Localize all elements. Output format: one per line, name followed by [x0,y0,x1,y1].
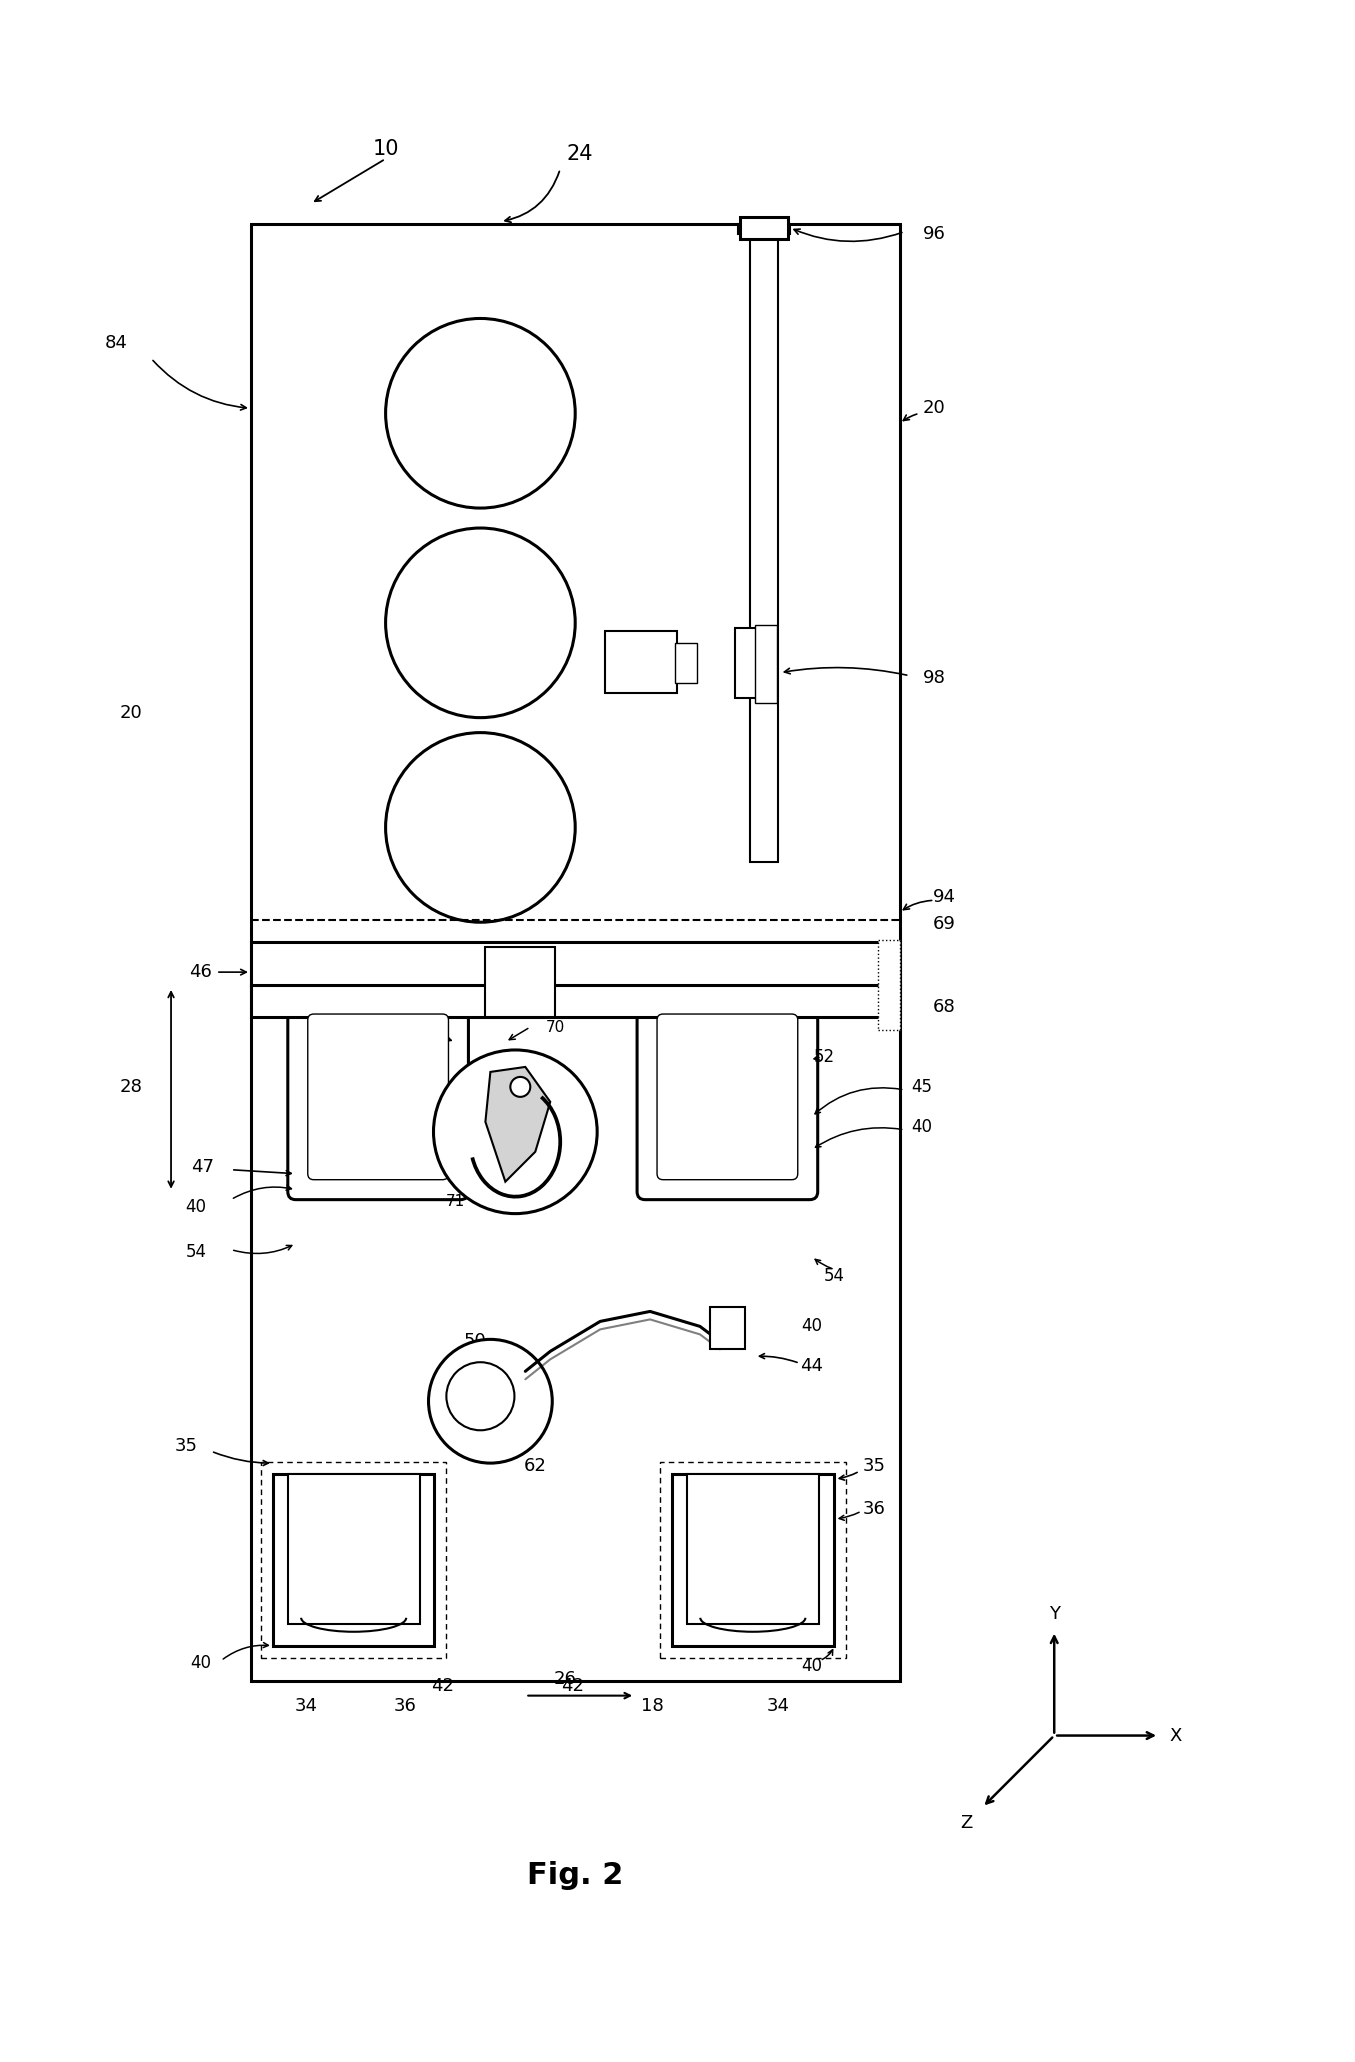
Bar [878,940,900,1031]
Bar [262,1462,447,1658]
Bar [755,625,776,703]
Circle shape [511,1076,530,1097]
Text: 62: 62 [524,1458,546,1474]
Circle shape [386,318,576,507]
Bar [287,1474,420,1623]
Text: 69: 69 [934,916,955,934]
FancyBboxPatch shape [308,1015,449,1179]
Polygon shape [485,1066,550,1182]
Bar [660,1462,846,1658]
Circle shape [386,528,576,718]
Bar [738,223,790,233]
Text: 51: 51 [533,1194,551,1208]
Text: 35: 35 [175,1437,198,1456]
Text: 34: 34 [294,1697,317,1716]
FancyBboxPatch shape [657,1015,798,1179]
FancyBboxPatch shape [637,1012,817,1200]
Text: 42: 42 [673,1623,696,1641]
Text: 42: 42 [561,1676,584,1695]
Text: 40: 40 [801,1318,822,1336]
Text: 54: 54 [824,1268,846,1285]
Text: Z: Z [961,1815,973,1833]
Text: 50: 50 [463,1332,486,1351]
Circle shape [386,732,576,922]
Text: 45: 45 [911,1078,932,1095]
Text: 28: 28 [119,1078,142,1095]
Text: 46: 46 [190,963,213,982]
Text: 10: 10 [373,138,398,159]
Bar [251,223,900,1681]
Text: 44: 44 [801,1357,824,1375]
Text: 96: 96 [923,225,946,243]
Bar [675,643,696,683]
Bar [251,986,900,1017]
FancyBboxPatch shape [287,1012,469,1200]
Text: 34: 34 [767,1697,790,1716]
Text: 68: 68 [934,998,955,1017]
Bar [710,1307,745,1349]
Text: 47: 47 [191,1157,214,1175]
Text: 20: 20 [119,703,142,722]
Text: 40: 40 [911,1118,932,1136]
Bar [251,942,900,988]
Text: 112: 112 [638,629,672,647]
Text: 100: 100 [603,654,637,672]
Text: 52: 52 [814,1047,835,1066]
Bar [606,631,678,693]
Bar [672,1474,833,1645]
Text: 36: 36 [863,1499,886,1518]
Text: 40: 40 [801,1656,822,1674]
Text: X: X [1169,1726,1182,1744]
Text: 24: 24 [566,144,593,163]
Text: 70: 70 [546,1019,565,1035]
Text: 40: 40 [186,1198,206,1217]
Text: 18: 18 [641,1697,664,1716]
Bar [687,1474,818,1623]
Text: 42: 42 [309,1623,332,1641]
Text: Y: Y [1049,1604,1060,1623]
Bar [749,223,778,862]
Text: 71: 71 [446,1194,465,1208]
Text: Fig. 2: Fig. 2 [527,1860,623,1889]
Text: 48: 48 [327,1050,346,1064]
Text: 84: 84 [104,334,127,353]
Text: 36: 36 [394,1697,417,1716]
Text: 75: 75 [423,1017,442,1031]
Circle shape [434,1050,598,1215]
Bar [740,217,787,239]
Bar [485,946,556,1017]
Text: 20: 20 [923,400,946,417]
Text: 98: 98 [923,668,946,687]
Text: 42: 42 [431,1676,454,1695]
Text: 54: 54 [186,1243,206,1260]
Text: 94: 94 [934,889,955,907]
Text: 26: 26 [554,1670,577,1687]
Circle shape [446,1363,515,1431]
Bar [734,627,776,697]
Text: 35: 35 [863,1458,886,1474]
Bar [272,1474,435,1645]
Circle shape [428,1340,553,1464]
Text: 49: 49 [419,1072,438,1087]
Text: 77: 77 [379,1015,398,1029]
Text: 40: 40 [191,1654,211,1672]
